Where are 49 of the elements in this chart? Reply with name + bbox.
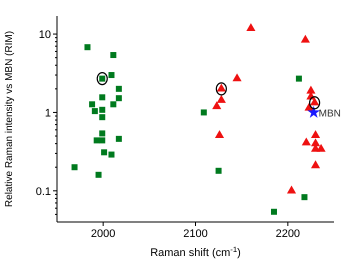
point [94,137,100,144]
point [110,52,116,58]
point [214,130,224,138]
point [302,138,311,146]
point [116,95,122,102]
point [286,186,296,194]
point [116,136,122,142]
point [89,101,96,108]
point [108,152,114,158]
point [300,34,310,43]
point [101,149,108,156]
point [212,101,222,110]
point [96,72,108,86]
point [307,106,320,118]
point [108,72,114,78]
point [99,106,106,113]
point [301,194,308,200]
point [216,82,227,96]
point [99,94,106,100]
y-axis-title: Relative Raman intensity vs MBN (RIM) [4,30,15,208]
y-tick-label: 10 [38,29,51,42]
point [310,130,320,138]
point [116,86,122,92]
point [316,144,326,152]
point [99,130,106,136]
x-tick-label: 2100 [183,228,208,240]
point [110,101,116,108]
x-axis-title: Raman shift (cm$^{-1}$) [150,244,241,259]
point [99,137,106,144]
point [216,168,222,174]
x-tick-label: 2200 [276,228,300,240]
point [296,76,302,82]
series-label: MBN [318,108,341,120]
point [232,73,242,82]
point [99,114,106,120]
point [96,172,102,178]
point [84,44,90,50]
x-tick-label: 2000 [90,228,116,240]
point [309,96,320,110]
point [310,160,320,168]
point [246,23,256,32]
point [216,95,226,103]
point [200,109,207,116]
point [72,164,78,170]
y-tick-label: 1 [44,107,51,120]
point [306,86,316,94]
y-tick-label: 0.1 [36,186,51,198]
point [270,208,277,215]
point [92,108,98,114]
